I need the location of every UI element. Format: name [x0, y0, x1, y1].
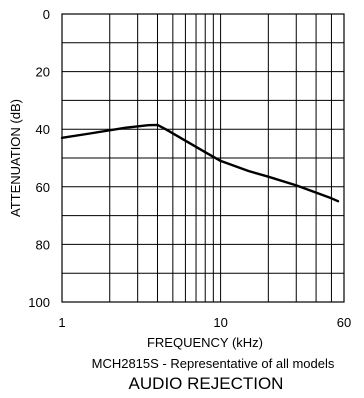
- y-tick-label: 40: [36, 122, 50, 137]
- grid: [62, 14, 344, 302]
- x-tick-label: 1: [58, 315, 65, 330]
- series-line: [60, 123, 340, 203]
- plot-frame: [61, 13, 345, 303]
- series-layer: [60, 123, 340, 203]
- tick-labels: 0 20 40 60 80 100 1 10 60: [28, 7, 351, 330]
- y-tick-label: 80: [36, 237, 50, 252]
- x-axis-title: FREQUENCY (kHz): [147, 335, 263, 350]
- x-tick-label: 10: [213, 315, 227, 330]
- y-tick-label: 60: [36, 180, 50, 195]
- chart-subtitle: MCH2815S - Representative of all models: [92, 356, 335, 371]
- y-axis-title: ATTENUATION (dB): [8, 99, 23, 217]
- y-tick-label: 0: [43, 7, 50, 22]
- y-tick-label: 20: [36, 65, 50, 80]
- y-tick-label: 100: [28, 295, 50, 310]
- chart-title: AUDIO REJECTION: [129, 374, 284, 393]
- x-tick-label: 60: [337, 315, 351, 330]
